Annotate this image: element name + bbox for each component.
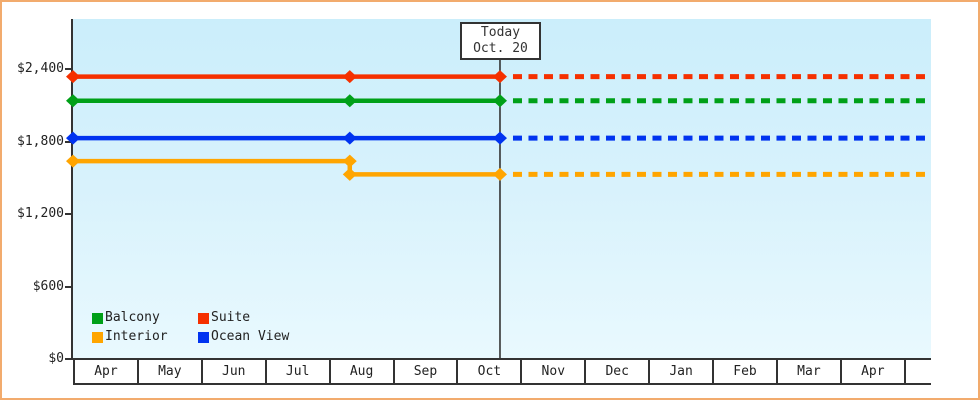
x-axis-month-cell: Sep bbox=[392, 360, 457, 383]
x-axis-month-cell: Jan bbox=[648, 360, 712, 383]
legend-label: Balcony bbox=[105, 310, 160, 325]
y-axis-tick bbox=[65, 68, 72, 71]
today-flag: Today Oct. 20 bbox=[460, 22, 541, 60]
x-axis-filler-cell bbox=[903, 360, 931, 383]
legend-item: Balcony bbox=[92, 311, 180, 325]
today-flag-date: Oct. 20 bbox=[473, 41, 528, 56]
y-axis-tick-label: $1,200 bbox=[17, 206, 64, 222]
x-axis-month-cell: Jun bbox=[200, 360, 265, 383]
x-axis-month-cell: Apr bbox=[839, 360, 904, 383]
x-axis-month-cell: Apr bbox=[73, 360, 137, 383]
y-axis-tick-label: $0 bbox=[48, 351, 64, 366]
x-axis-month-cell: Oct bbox=[456, 360, 520, 383]
x-axis-month-cell: Jul bbox=[264, 360, 329, 383]
y-axis-tick-label: $1,800 bbox=[17, 133, 64, 149]
legend-swatch-icon bbox=[198, 312, 209, 324]
y-axis-tick bbox=[65, 358, 72, 360]
x-axis-month-band: Apr May Jun Jul Aug Sep Oct Nov Dec Jan Feb Mar Apr bbox=[73, 360, 931, 385]
legend-swatch-icon bbox=[92, 331, 103, 343]
chart-legend: Balcony Suite Interior Ocean View bbox=[92, 311, 289, 344]
y-axis bbox=[71, 19, 73, 360]
y-axis-tick bbox=[65, 140, 72, 143]
legend-item: Ocean View bbox=[198, 330, 289, 344]
x-axis-month-cell: May bbox=[136, 360, 201, 383]
today-flag-label: Today bbox=[480, 25, 521, 40]
legend-item: Suite bbox=[198, 311, 289, 325]
x-axis-month-cell: Mar bbox=[775, 360, 840, 383]
legend-item: Interior bbox=[92, 330, 180, 344]
x-axis-month-cell: Nov bbox=[520, 360, 584, 383]
x-axis-month-cell: Dec bbox=[584, 360, 648, 383]
legend-label: Suite bbox=[211, 310, 251, 325]
legend-label: Ocean View bbox=[211, 329, 290, 344]
y-axis-tick bbox=[65, 213, 72, 216]
y-axis-tick bbox=[65, 285, 72, 288]
x-axis bbox=[66, 358, 931, 360]
y-axis-tick-label: $600 bbox=[32, 278, 64, 294]
x-axis-month-cell: Aug bbox=[328, 360, 393, 383]
legend-label: Interior bbox=[105, 329, 168, 344]
x-axis-month-cell: Feb bbox=[712, 360, 776, 383]
y-axis-tick-label: $2,400 bbox=[17, 61, 64, 77]
legend-swatch-icon bbox=[92, 312, 103, 324]
legend-swatch-icon bbox=[198, 331, 209, 343]
plot-area bbox=[73, 19, 931, 358]
